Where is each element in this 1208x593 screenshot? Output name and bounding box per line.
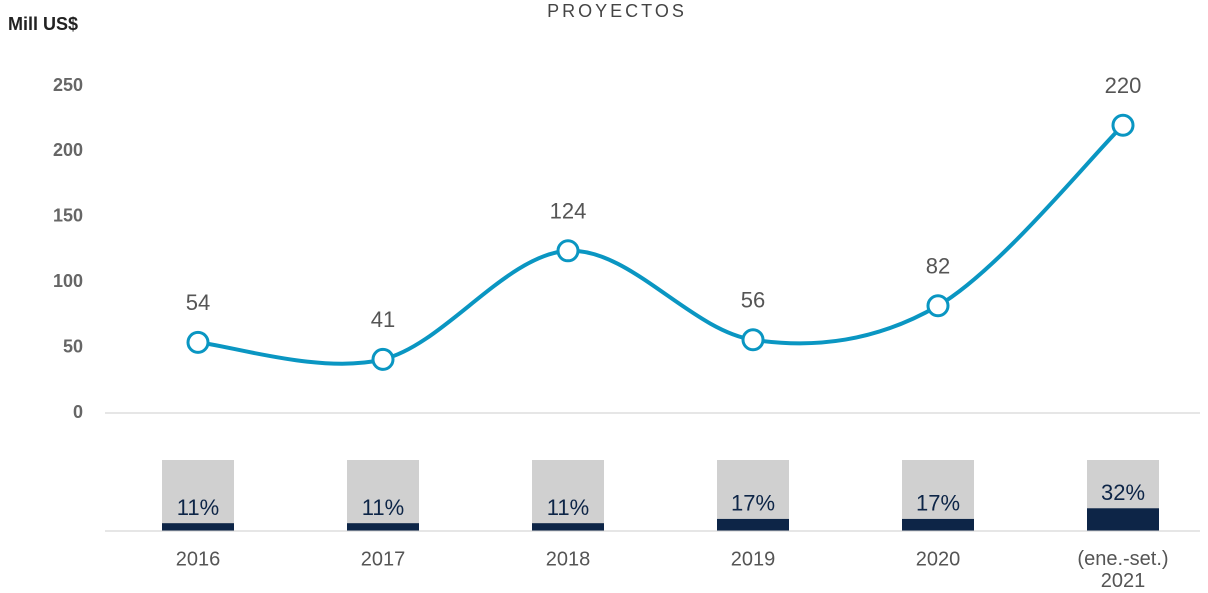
x-tick-label: 2020 [916, 548, 961, 570]
x-tick-label: 2019 [731, 548, 776, 570]
bar [717, 518, 789, 531]
data-label: 82 [926, 254, 950, 279]
data-label: 11% [362, 495, 404, 520]
data-label: 32% [1101, 480, 1145, 505]
x-tick-label: 2018 [546, 548, 591, 570]
bar-background [162, 460, 234, 531]
y-axis-label: Mill US$ [8, 14, 78, 34]
data-label: 54 [186, 290, 210, 315]
point [186, 330, 210, 354]
data-label: 11% [547, 495, 589, 520]
data-label: 41 [371, 307, 395, 332]
point [741, 328, 765, 352]
data-label: 17% [916, 491, 960, 516]
line [197, 123, 1125, 366]
bar [532, 523, 604, 531]
point [926, 294, 950, 318]
x-tick-label-line: (ene.-set.) [1077, 548, 1168, 570]
bar [1087, 508, 1159, 531]
y-tick-label: 50 [63, 336, 83, 356]
data-label: 11% [177, 495, 219, 520]
chart-title: PROYECTOS [547, 1, 687, 21]
y-tick-label: 200 [53, 140, 83, 160]
y-tick-label: 250 [53, 75, 83, 95]
data-label: 220 [1105, 73, 1142, 98]
bar [902, 518, 974, 531]
bar-background [347, 460, 419, 531]
data-label: 56 [741, 288, 765, 313]
y-tick-label: 100 [53, 271, 83, 291]
y-tick-label: 150 [53, 206, 83, 226]
x-tick-label: 2016 [176, 548, 221, 570]
x-tick-label: 2017 [361, 548, 406, 570]
bar [162, 523, 234, 531]
data-label: 17% [731, 491, 775, 516]
point [556, 239, 580, 263]
x-tick-label-line: 2021 [1101, 570, 1146, 592]
bar-background [532, 460, 604, 531]
point [1111, 113, 1135, 137]
x-tick-label: (ene.-set.) 2021 [1077, 548, 1168, 592]
bar [347, 523, 419, 531]
y-tick-label: 0 [73, 402, 83, 422]
data-label: 124 [550, 199, 587, 224]
point [371, 347, 395, 371]
